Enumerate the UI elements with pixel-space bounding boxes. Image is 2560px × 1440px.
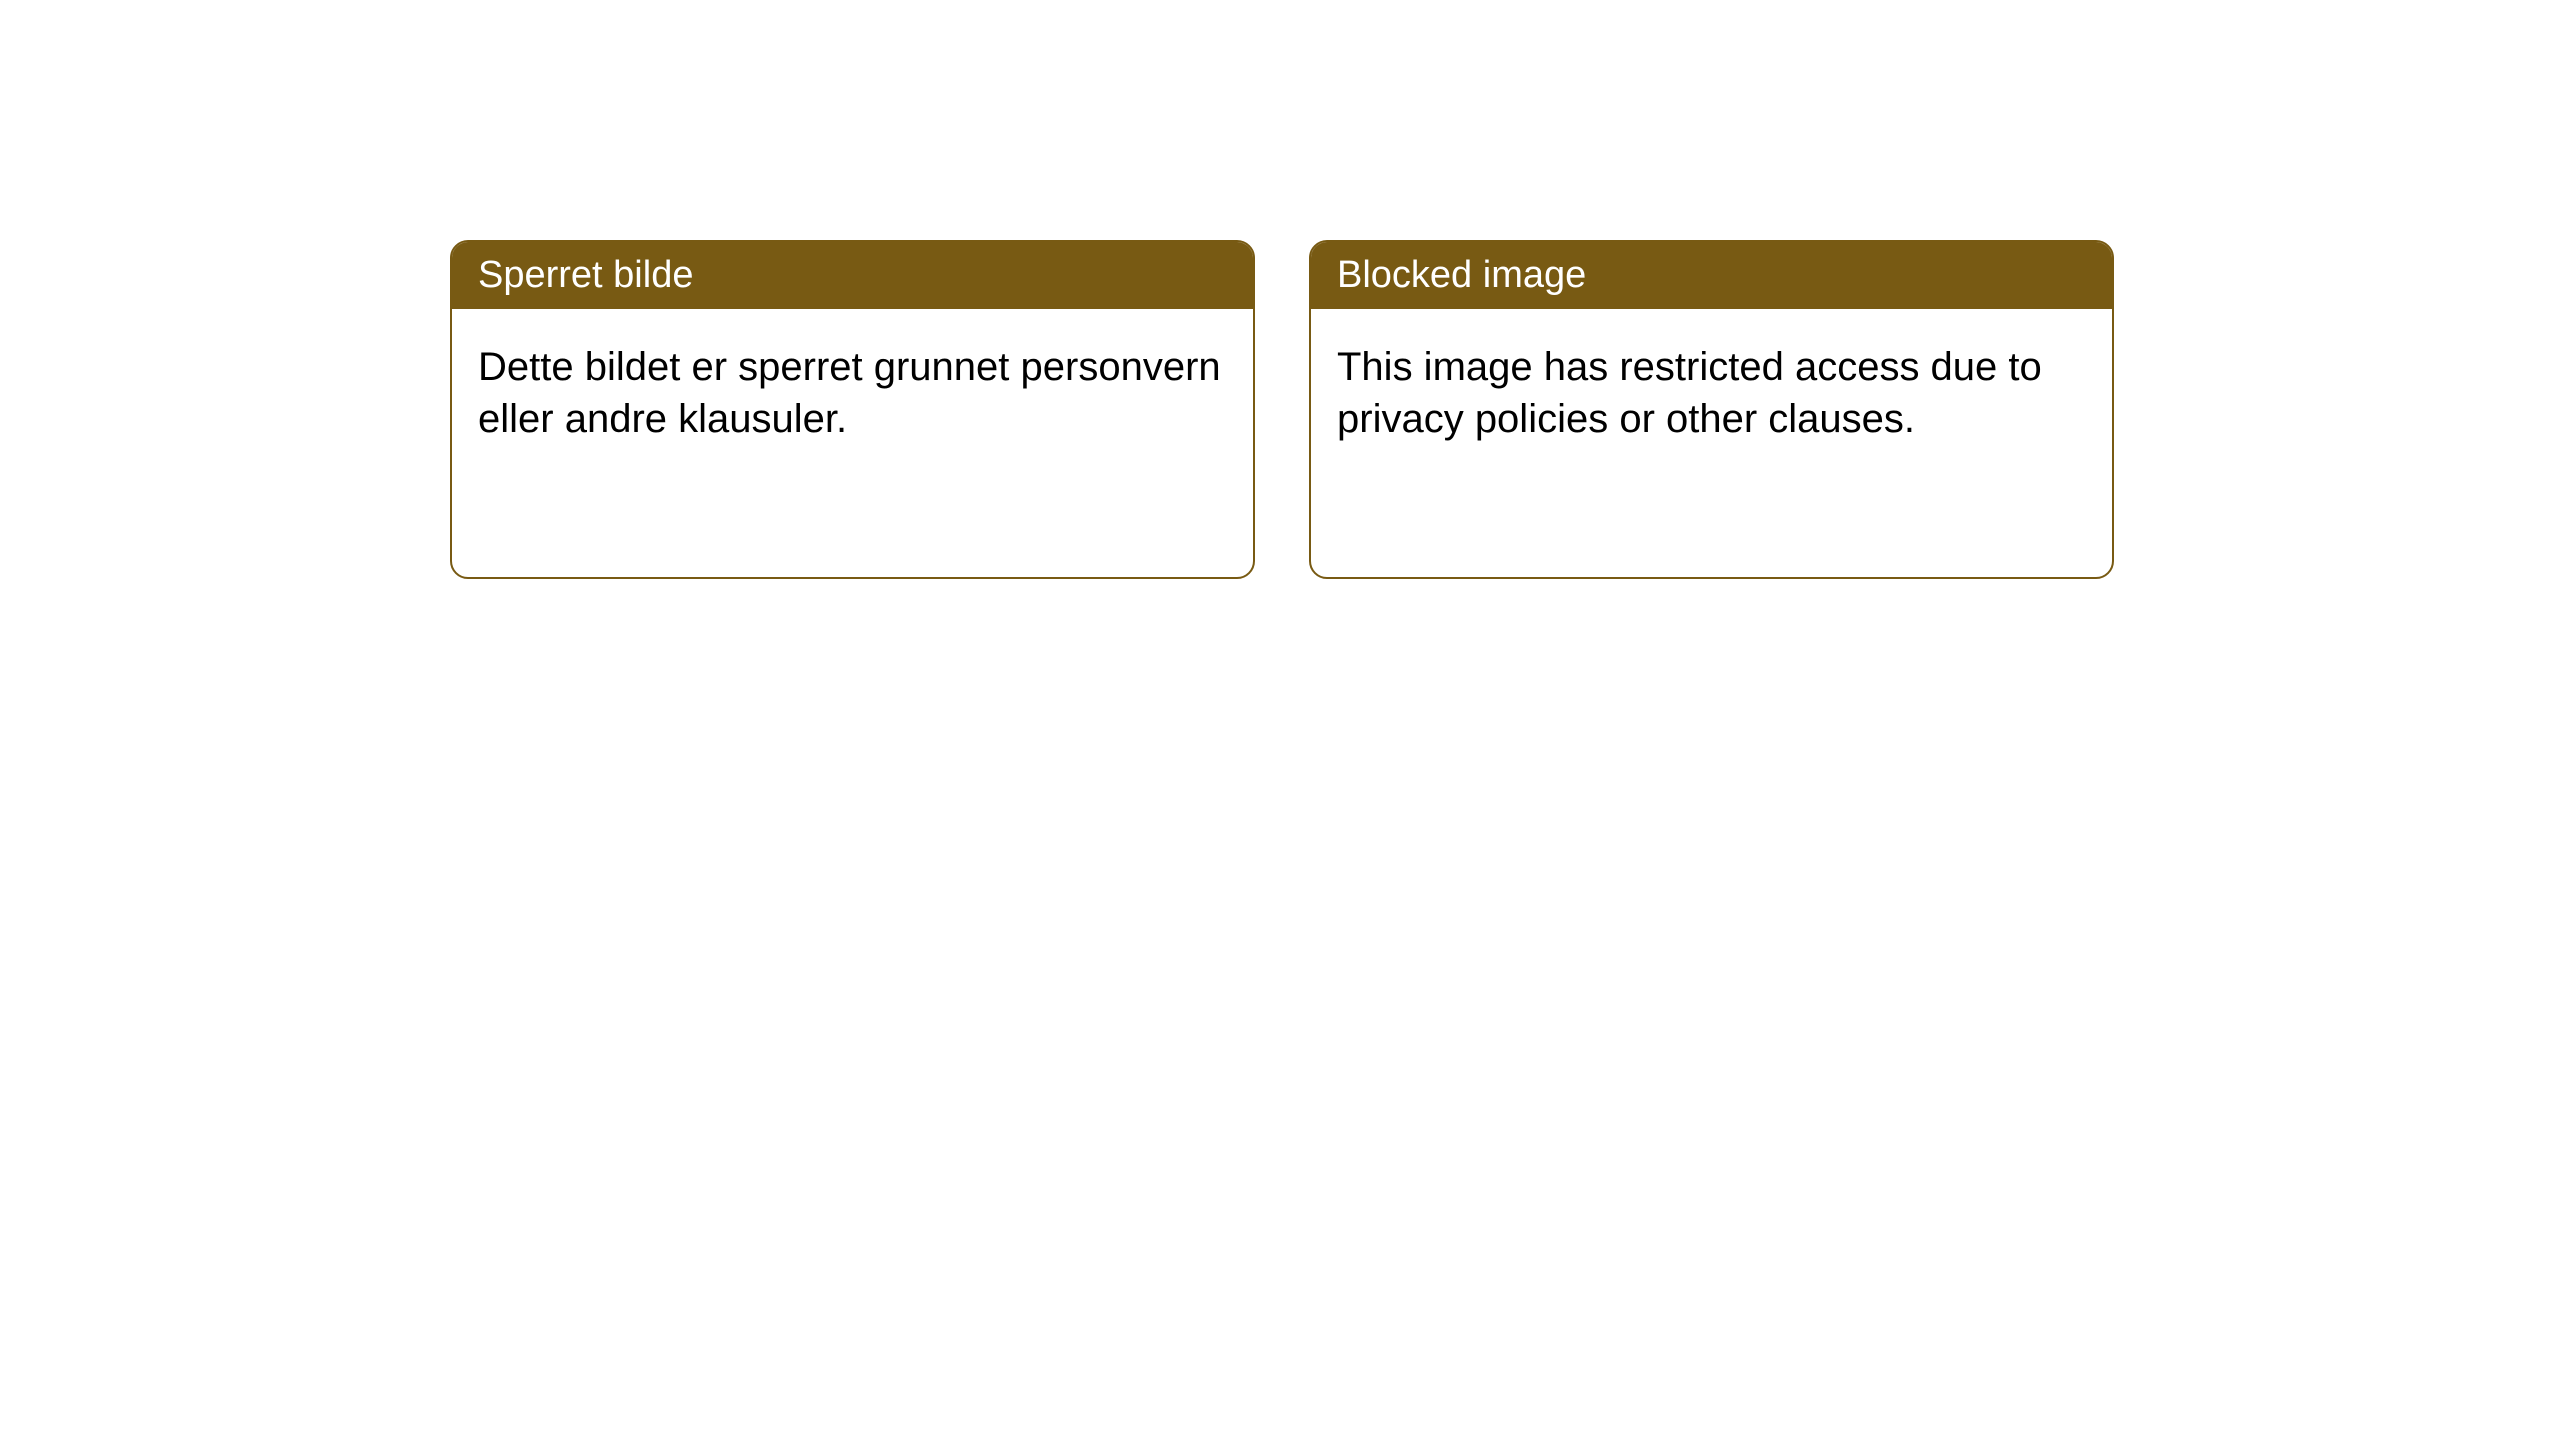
card-body: Dette bildet er sperret grunnet personve… xyxy=(452,309,1253,477)
notice-card-norwegian: Sperret bilde Dette bildet er sperret gr… xyxy=(450,240,1255,579)
notice-card-english: Blocked image This image has restricted … xyxy=(1309,240,2114,579)
card-body-text: Dette bildet er sperret grunnet personve… xyxy=(478,345,1221,441)
card-body: This image has restricted access due to … xyxy=(1311,309,2112,477)
card-header: Sperret bilde xyxy=(452,242,1253,309)
card-title: Blocked image xyxy=(1337,254,1586,296)
card-body-text: This image has restricted access due to … xyxy=(1337,345,2042,441)
card-header: Blocked image xyxy=(1311,242,2112,309)
notice-cards-container: Sperret bilde Dette bildet er sperret gr… xyxy=(450,240,2114,579)
card-title: Sperret bilde xyxy=(478,254,693,296)
